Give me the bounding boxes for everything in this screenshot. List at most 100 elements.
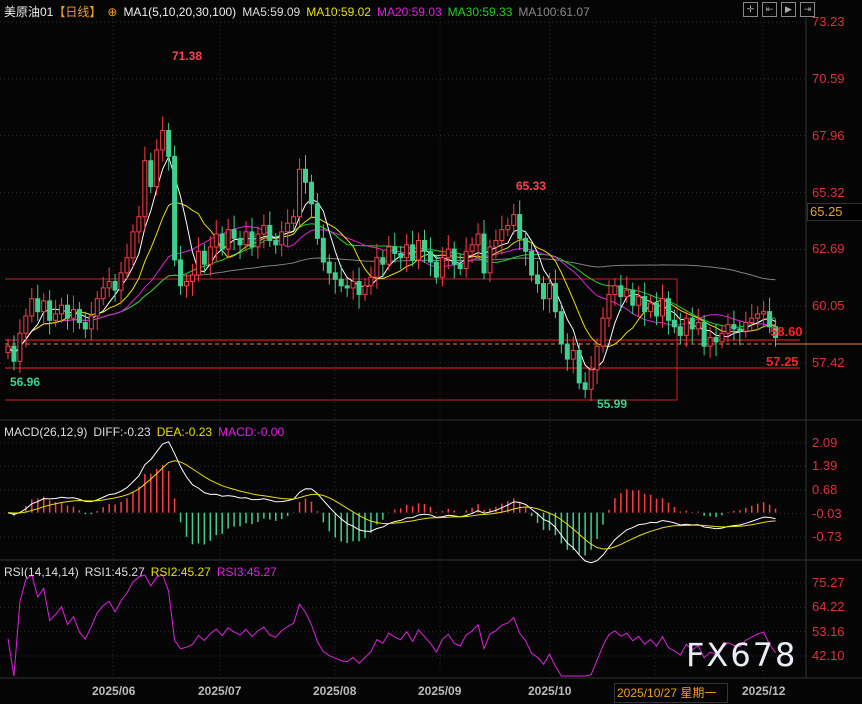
candle-up — [106, 280, 112, 289]
candle-up — [707, 337, 713, 347]
candle-down — [457, 263, 463, 270]
price-tick: 70.59 — [812, 70, 845, 86]
current-price-tag: 65.25 — [807, 203, 862, 221]
candle-down — [767, 311, 773, 328]
candle-down — [773, 326, 779, 339]
candle-up — [660, 298, 665, 317]
candle-down — [231, 229, 237, 239]
candle-up — [88, 315, 94, 330]
candle-up — [570, 349, 576, 360]
candle-down — [273, 239, 279, 246]
candle-up — [124, 257, 130, 274]
candle-up — [636, 296, 642, 306]
target-icon[interactable]: ⊕ — [107, 5, 118, 19]
candle-down — [237, 237, 243, 246]
ma-label[interactable]: MA1(5,10,20,30,100) — [123, 5, 237, 19]
candle-up — [130, 231, 136, 259]
candle-up — [184, 280, 189, 287]
candle-up — [386, 246, 392, 265]
x-tick: 2025/09 — [418, 684, 462, 698]
level-label: 57.25 — [766, 354, 799, 369]
candle-down — [47, 300, 53, 321]
main-header: 美原油01【日线】 ⊕ MA1(5,10,20,30,100) MA5:59.09 MA… — [4, 3, 596, 20]
candle-down — [541, 283, 546, 300]
candle-up — [624, 289, 630, 298]
candle-up — [594, 345, 600, 371]
candle-down — [654, 302, 660, 317]
candle-down — [665, 298, 671, 321]
candle-up — [189, 274, 195, 282]
candle-down — [166, 129, 172, 157]
candle-up — [475, 233, 481, 246]
candle-down — [35, 298, 41, 313]
rsi-tick: 75.27 — [812, 575, 845, 590]
diff-line — [7, 441, 776, 564]
symbol-label[interactable]: 美原油01 — [4, 5, 54, 19]
ma30-line — [7, 223, 776, 355]
ma100-value: MA100:61.07 — [518, 5, 590, 19]
candle-up — [136, 216, 142, 233]
candle-down — [564, 343, 570, 360]
candle-down — [713, 337, 719, 343]
candle-up — [213, 233, 219, 248]
candle-down — [433, 261, 439, 278]
candle-down — [422, 239, 427, 252]
candle-up — [445, 248, 451, 259]
candle-down — [642, 296, 648, 313]
price-tick: 62.69 — [812, 241, 845, 257]
candle-up — [761, 311, 767, 315]
rsi-tick: 53.16 — [812, 623, 845, 639]
cursor-date: 2025/10/27 星期一 — [614, 683, 728, 703]
candle-down — [701, 321, 707, 347]
play-icon[interactable]: ▶ — [781, 2, 796, 17]
candle-up — [195, 250, 201, 276]
candle-down — [338, 278, 344, 287]
x-tick: 2025/08 — [313, 684, 357, 698]
candle-up — [439, 257, 445, 278]
macd-tick: -0.03 — [812, 505, 842, 521]
candle-down — [552, 283, 558, 313]
macd-tick: 2.09 — [812, 435, 838, 450]
diff-value: DIFF:-0.23 — [93, 425, 151, 439]
jump-end-icon[interactable]: ⇥ — [800, 2, 815, 17]
candle-down — [731, 324, 737, 330]
level-label: 58.60 — [770, 324, 803, 339]
candle-down — [517, 214, 523, 239]
candle-up — [243, 231, 249, 246]
ma10-line — [7, 201, 776, 355]
candle-up — [59, 304, 65, 315]
candle-down — [308, 181, 314, 205]
x-tick: 2025/06 — [92, 684, 136, 698]
candle-up — [23, 315, 29, 334]
macd-value: MACD:-0.00 — [218, 425, 285, 439]
candle-down — [630, 289, 636, 306]
high-annotation: 71.38 — [172, 49, 203, 63]
rsi1-value: RSI1:45.27 — [84, 565, 145, 579]
candle-down — [11, 345, 17, 362]
candle-up — [160, 129, 166, 151]
candle-up — [5, 345, 11, 354]
zoom-left-icon[interactable]: ⇤ — [762, 2, 777, 17]
crosshair-icon[interactable]: ✛ — [743, 2, 758, 17]
dea-line — [7, 460, 776, 550]
candle-up — [53, 313, 59, 321]
candle-down — [201, 250, 207, 265]
candle-down — [410, 244, 416, 261]
price-tick: 67.96 — [812, 127, 845, 143]
candle-up — [207, 246, 213, 265]
candle-down — [427, 250, 433, 263]
candle-up — [749, 317, 755, 323]
candle-up — [404, 244, 410, 259]
candle-up — [606, 293, 612, 319]
candle-up — [683, 317, 689, 336]
candle-up — [588, 369, 594, 390]
macd-tick: -0.73 — [812, 529, 842, 544]
candle-down — [303, 168, 308, 183]
period-label[interactable]: 【日线】 — [53, 5, 102, 19]
dea-value: DEA:-0.23 — [156, 425, 213, 439]
ma20-value: MA20:59.03 — [376, 5, 442, 19]
candle-up — [291, 216, 297, 224]
candle-up — [255, 233, 261, 248]
candle-down — [320, 237, 326, 263]
